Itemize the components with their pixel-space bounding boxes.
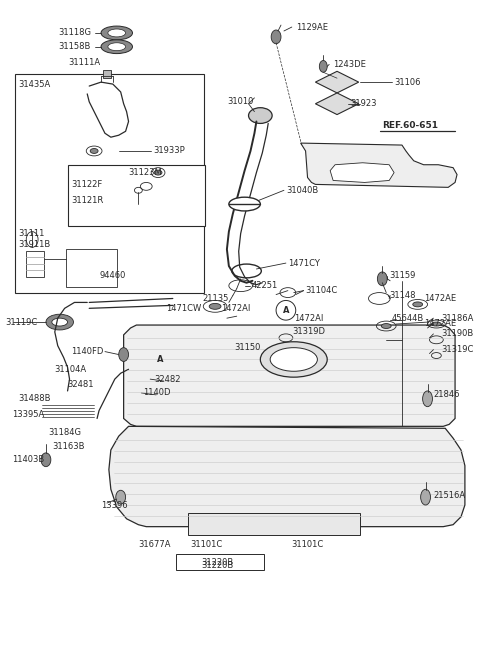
Text: 1471CW: 1471CW [166, 304, 201, 313]
Text: 31186A: 31186A [441, 314, 474, 323]
Ellipse shape [260, 342, 327, 377]
Text: 31150: 31150 [235, 343, 261, 352]
Bar [15, 74, 204, 293]
Text: 31104A: 31104A [55, 365, 87, 374]
Text: 31121R: 31121R [72, 196, 104, 204]
Text: 31111: 31111 [18, 229, 45, 238]
Text: A: A [157, 355, 163, 364]
Ellipse shape [271, 30, 281, 44]
Text: 45644B: 45644B [392, 314, 424, 323]
Ellipse shape [229, 197, 260, 211]
Ellipse shape [101, 26, 132, 40]
Text: 31319D: 31319D [292, 328, 325, 337]
Text: A: A [283, 306, 289, 315]
Ellipse shape [422, 391, 432, 407]
Text: 31010: 31010 [227, 98, 253, 106]
Text: 1129AE: 1129AE [296, 22, 328, 31]
Text: 31101C: 31101C [191, 540, 223, 549]
Ellipse shape [46, 314, 73, 330]
Ellipse shape [432, 322, 441, 326]
Polygon shape [330, 162, 394, 183]
Ellipse shape [319, 60, 327, 72]
Text: 31435A: 31435A [18, 80, 51, 88]
Text: 1140FD: 1140FD [72, 347, 104, 356]
Ellipse shape [90, 149, 98, 153]
Text: 21846: 21846 [433, 390, 460, 400]
Text: 94460: 94460 [99, 271, 125, 280]
Text: 31122F: 31122F [72, 180, 103, 189]
Text: 31111A: 31111A [68, 58, 100, 67]
Text: 21135: 21135 [202, 294, 228, 303]
Text: 31119C: 31119C [6, 318, 38, 327]
Bar [176, 554, 264, 570]
Text: 31104C: 31104C [306, 286, 338, 295]
Ellipse shape [381, 324, 391, 329]
Ellipse shape [101, 40, 132, 54]
Polygon shape [124, 325, 455, 426]
Bar [66, 250, 117, 287]
Ellipse shape [41, 453, 51, 466]
Text: 13396: 13396 [101, 500, 128, 510]
Text: 1472AI: 1472AI [294, 314, 323, 323]
Text: 31488B: 31488B [18, 394, 51, 403]
Text: 31677A: 31677A [138, 540, 171, 549]
Text: 32481: 32481 [68, 379, 94, 388]
Text: 31190B: 31190B [441, 329, 474, 339]
Text: 31319C: 31319C [441, 345, 474, 354]
Ellipse shape [377, 272, 387, 286]
Text: 31148: 31148 [389, 291, 416, 300]
Text: 31158B: 31158B [59, 42, 91, 51]
Polygon shape [315, 71, 359, 93]
Text: 31220B: 31220B [201, 561, 233, 571]
Bar [26, 252, 44, 277]
Ellipse shape [108, 43, 126, 50]
Ellipse shape [209, 303, 221, 309]
Text: 31159: 31159 [389, 271, 416, 280]
Text: 31118G: 31118G [59, 28, 92, 37]
Text: 31123M: 31123M [129, 168, 162, 177]
Circle shape [150, 350, 170, 369]
Ellipse shape [420, 489, 431, 505]
Ellipse shape [52, 318, 68, 326]
Text: 21516A: 21516A [433, 491, 466, 500]
Text: 1243DE: 1243DE [333, 60, 366, 69]
Text: 31101C: 31101C [291, 540, 323, 549]
Text: 11403B: 11403B [12, 455, 45, 464]
Circle shape [276, 301, 296, 320]
Text: 1472AE: 1472AE [423, 294, 456, 303]
Text: 1472AE: 1472AE [423, 318, 456, 328]
Polygon shape [300, 143, 457, 187]
Ellipse shape [108, 29, 126, 37]
Polygon shape [109, 426, 465, 527]
Text: 31923: 31923 [350, 100, 376, 108]
Text: 13395A: 13395A [12, 410, 45, 419]
Text: 31220B: 31220B [201, 557, 233, 567]
Text: 31163B: 31163B [52, 441, 84, 451]
Text: 1471CY: 1471CY [288, 259, 320, 268]
Text: 31933P: 31933P [153, 147, 185, 155]
Text: 31184G: 31184G [48, 428, 81, 437]
Text: 1140D: 1140D [144, 388, 171, 398]
Ellipse shape [116, 491, 126, 504]
Ellipse shape [119, 348, 129, 362]
Ellipse shape [154, 170, 162, 175]
Text: 31106: 31106 [394, 78, 420, 86]
Ellipse shape [413, 302, 422, 307]
Bar [103, 70, 111, 78]
Ellipse shape [249, 107, 272, 123]
Text: 42251: 42251 [252, 281, 278, 290]
Text: REF.60-651: REF.60-651 [382, 121, 438, 130]
Polygon shape [315, 93, 359, 115]
Text: 1472AI: 1472AI [221, 304, 251, 313]
Text: 32482: 32482 [154, 375, 180, 384]
Bar [68, 164, 205, 226]
Text: 31040B: 31040B [286, 186, 318, 195]
Bar [188, 513, 360, 534]
Ellipse shape [270, 348, 317, 371]
Text: 31911B: 31911B [18, 240, 51, 249]
